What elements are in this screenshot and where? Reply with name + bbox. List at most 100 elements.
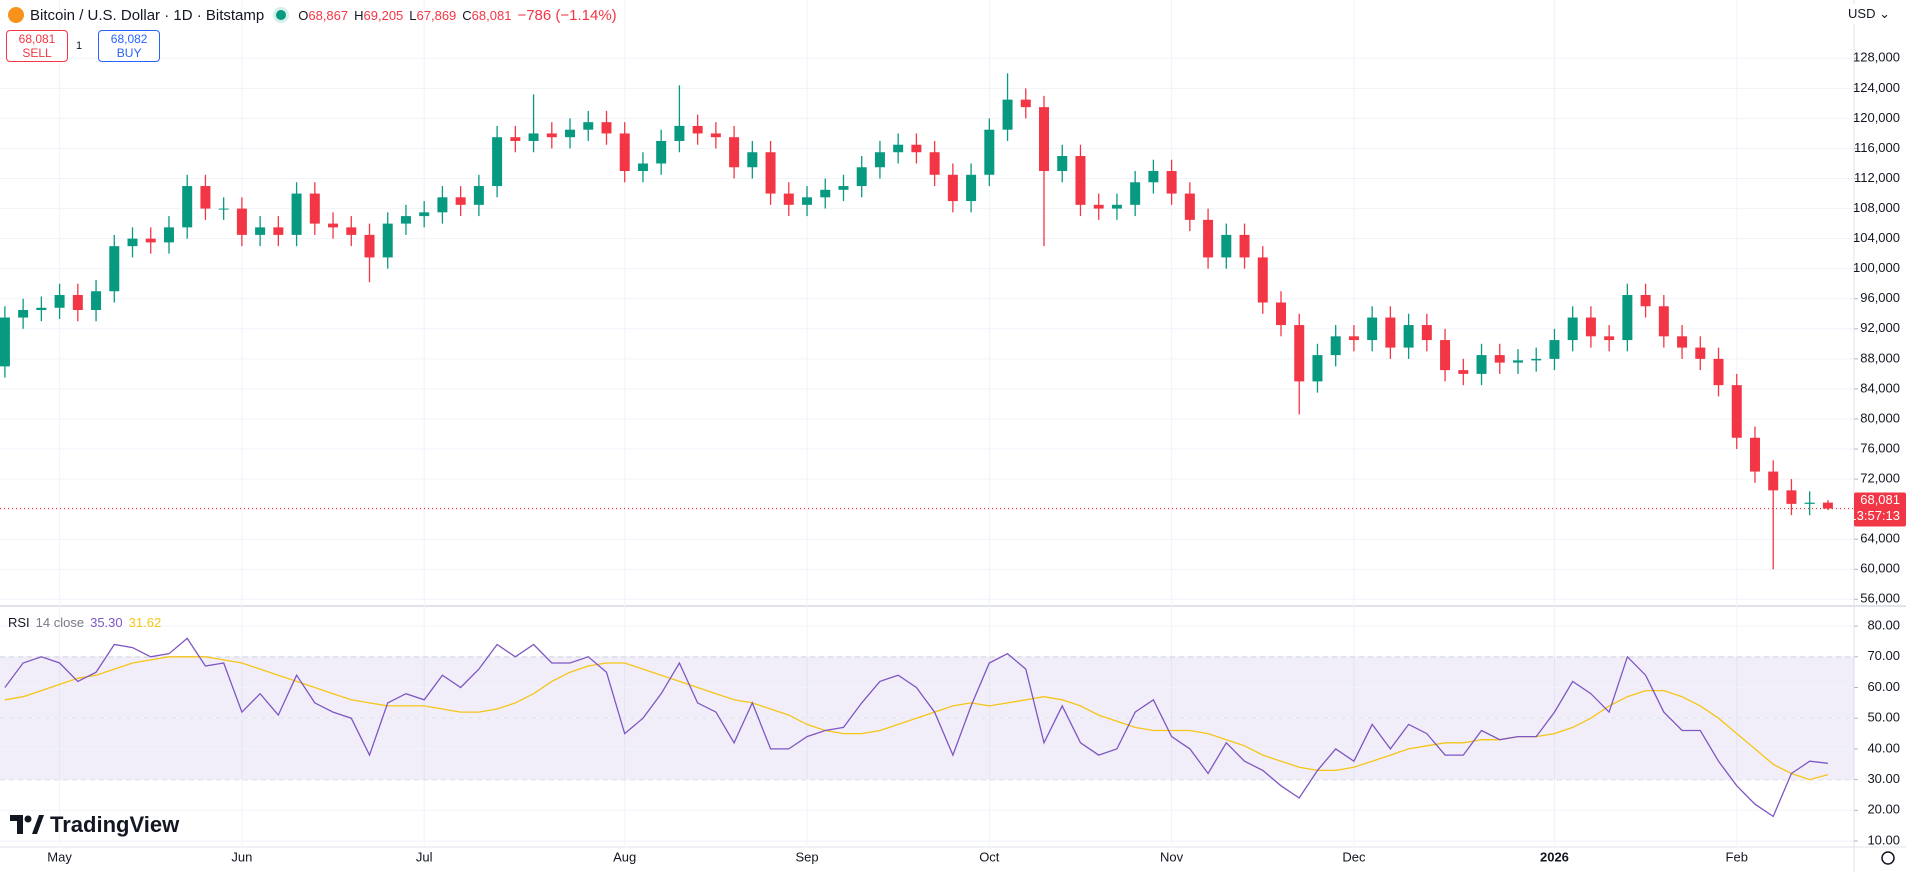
candle-body [328, 223, 339, 228]
candle-body [109, 246, 120, 292]
x-tick-label: 2026 [1540, 849, 1569, 864]
candle-body [455, 197, 466, 205]
ohlc-key: C [462, 7, 472, 23]
x-tick-label: Oct [979, 849, 1000, 864]
x-tick-label: Jul [416, 849, 433, 864]
y-tick-label: 100,000 [1853, 260, 1900, 275]
candle-body [1312, 355, 1323, 382]
candle-body [1294, 325, 1305, 382]
candle-body [1494, 355, 1505, 363]
y-tick-label: 56,000 [1860, 591, 1900, 606]
candle-body [492, 137, 503, 187]
candle-body [674, 125, 685, 141]
x-tick-label: Nov [1160, 849, 1184, 864]
rsi-line [4, 637, 1828, 818]
candle-body [1731, 385, 1742, 438]
candle-body [747, 152, 758, 168]
candle-body [382, 223, 393, 258]
candle-body [1822, 502, 1833, 509]
candle-body [911, 144, 922, 153]
candle-body [127, 238, 138, 247]
currency-selector[interactable]: USD ⌄ [1844, 4, 1894, 24]
candle-body [1585, 317, 1596, 337]
rsi-legend-item: RSI [8, 615, 30, 630]
candle-body [1531, 358, 1542, 361]
y-tick-label: 92,000 [1860, 320, 1900, 335]
candle-body [1093, 204, 1104, 209]
symbol-title[interactable]: Bitcoin / U.S. Dollar · 1D · Bitstamp [30, 6, 265, 24]
last-price-label: 68,081 [1860, 492, 1900, 507]
rsi-legend-item: 35.30 [90, 615, 123, 630]
y-tick-label: 60,000 [1860, 561, 1900, 576]
sell-button[interactable]: 68,081 SELL [6, 30, 68, 62]
candle-body [1749, 437, 1760, 472]
coin-icon [8, 7, 24, 23]
candle-body [820, 189, 831, 198]
candle-body [1786, 490, 1797, 504]
candle-body [1658, 306, 1669, 337]
candle-body [72, 294, 83, 311]
ohlc-key: O [298, 7, 309, 23]
candle-body [710, 133, 721, 138]
sell-price: 68,081 [18, 32, 56, 46]
sell-label: SELL [22, 46, 52, 60]
candle-body [637, 163, 648, 172]
candle-body [1130, 182, 1141, 205]
candle-body [1148, 171, 1159, 183]
candle-body [419, 212, 430, 217]
ohlc-legend: O68,867 H69,205 L67,869 C68,081 [298, 8, 511, 23]
candle-body [656, 140, 667, 164]
x-tick-label: Aug [613, 849, 636, 864]
candle-body [309, 193, 320, 224]
y-tick-label: 116,000 [1854, 140, 1900, 155]
y-tick-label: 112,000 [1854, 170, 1900, 185]
y-tick-label: 84,000 [1860, 380, 1900, 395]
candle-body [1549, 340, 1560, 359]
y-tick-label: 80.00 [1867, 618, 1900, 633]
y-tick-label: 80,000 [1860, 410, 1900, 425]
candle-body [1239, 234, 1250, 258]
candle-body [182, 186, 193, 228]
y-tick-label: 124,000 [1853, 80, 1900, 95]
candle-body [874, 152, 885, 168]
candle-body [1677, 336, 1688, 348]
candle-body [1567, 317, 1578, 341]
candle-body [437, 197, 448, 213]
candle-body [783, 193, 794, 205]
market-status [276, 10, 287, 20]
countdown-label: 13:57:13 [1849, 508, 1900, 523]
buy-label: BUY [116, 46, 142, 60]
candle-body [583, 122, 594, 130]
candle-body [18, 310, 29, 318]
candle-body [200, 186, 211, 209]
candle-body [1039, 107, 1050, 172]
candle-body [1695, 347, 1706, 359]
candle-body [1166, 171, 1177, 194]
candle-body [856, 167, 867, 187]
candle-body [163, 227, 174, 243]
candle-body [1203, 219, 1214, 258]
candle-body [546, 133, 557, 138]
ohlc-item: H69,205 [354, 8, 403, 23]
candle-body [1385, 317, 1396, 348]
candle-body [1440, 340, 1451, 371]
candle-body [473, 186, 484, 205]
trade-panel: 68,081 SELL 1 68,082 BUY [6, 30, 161, 62]
candle-body [619, 133, 630, 172]
candle-body [218, 208, 229, 210]
rsi-legend-item: 31.62 [129, 615, 162, 630]
candle-body [1348, 336, 1359, 341]
branding: TradingView [10, 812, 179, 838]
buy-button[interactable]: 68,082 BUY [98, 30, 161, 62]
buy-price: 68,082 [110, 32, 148, 46]
candle-body [1768, 471, 1779, 491]
candle-body [601, 122, 612, 134]
x-tick-label: Dec [1342, 849, 1366, 864]
y-tick-label: 88,000 [1860, 350, 1900, 365]
y-tick-label: 108,000 [1853, 200, 1900, 215]
candle-body [692, 125, 703, 134]
candle-body [1002, 99, 1013, 130]
candle-body [1330, 336, 1341, 356]
candle-body [0, 317, 10, 367]
